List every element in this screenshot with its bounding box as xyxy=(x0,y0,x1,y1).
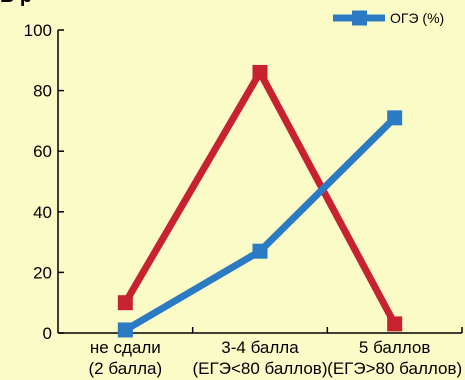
series-layer xyxy=(117,64,403,338)
series-0-point-0 xyxy=(117,295,133,311)
y-tick-label-40: 40 xyxy=(33,203,52,222)
series-1-point-0 xyxy=(117,322,133,338)
legend-label: ОГЭ (%) xyxy=(390,10,444,26)
y-tick-label-80: 80 xyxy=(33,82,52,101)
x-category-label-1-0: 3-4 балла xyxy=(221,338,299,357)
series-0-point-1 xyxy=(252,64,268,80)
x-category-label-1-1: (ЕГЭ<80 баллов) xyxy=(193,359,328,378)
y-tick-label-20: 20 xyxy=(33,263,52,282)
series-line-0 xyxy=(122,65,398,326)
cropped-title-fragment: Б р xyxy=(0,0,32,7)
series-1-point-2 xyxy=(387,110,403,126)
x-category-label-0-0: не сдали xyxy=(90,338,161,357)
x-category-label-2-0: 5 баллов xyxy=(359,338,431,357)
y-ticks: 0 20 40 60 80 100 xyxy=(24,21,64,343)
legend: ОГЭ (%) xyxy=(333,10,444,26)
y-tick-label-60: 60 xyxy=(33,142,52,161)
legend-swatch-marker xyxy=(352,10,367,26)
x-category-label-0-1: (2 балла) xyxy=(89,359,163,378)
x-category-label-2-1: (ЕГЭ>80 баллов) xyxy=(327,359,462,378)
series-line-1 xyxy=(123,115,398,333)
series-1-point-1 xyxy=(252,243,268,259)
y-tick-label-100: 100 xyxy=(24,21,52,40)
series-0-point-2 xyxy=(387,316,403,332)
x-ticks: не сдали (2 балла) 3-4 балла (ЕГЭ<80 баллов… xyxy=(89,327,463,378)
y-tick-label-0: 0 xyxy=(43,324,52,343)
